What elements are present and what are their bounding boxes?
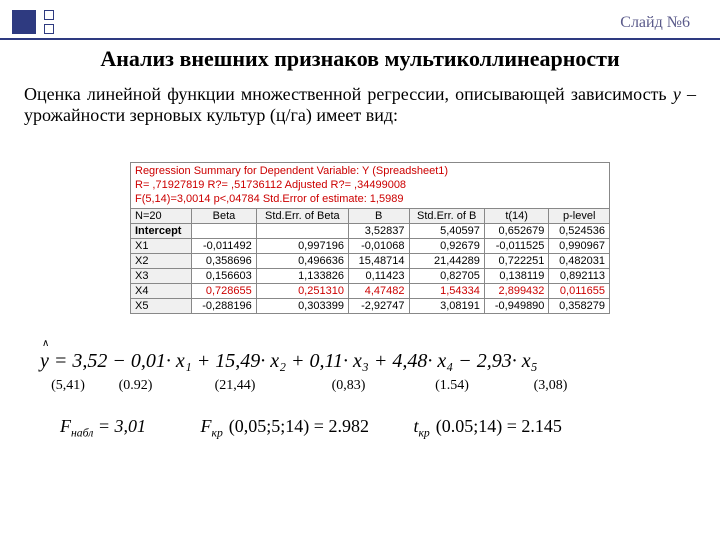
tkr-args: (0.05;14) bbox=[436, 416, 503, 436]
row-label: Intercept bbox=[131, 224, 192, 239]
intro-text: Оценка линейной функции множественной ре… bbox=[24, 84, 696, 126]
table-row: X5-0,2881960,303399-2,927473,08191-0,949… bbox=[131, 299, 610, 314]
reg-summary-l3: F(5,14)=3,0014 p<,04784 Std.Error of est… bbox=[135, 193, 605, 207]
n-label: N=20 bbox=[131, 209, 192, 224]
table-row: X40,7286550,2513104,474821,543342,899432… bbox=[131, 284, 610, 299]
corner-decoration bbox=[12, 10, 54, 38]
col-b: B bbox=[348, 209, 409, 224]
Fobs-sub: набл bbox=[71, 427, 93, 440]
row-label: X1 bbox=[131, 239, 192, 254]
table-row: X30,1566031,1338260,114230,827050,138119… bbox=[131, 269, 610, 284]
cell: 0,11423 bbox=[348, 269, 409, 284]
cell: 1,54334 bbox=[409, 284, 484, 299]
Fkr-label: F bbox=[200, 416, 211, 436]
cell: -0,011492 bbox=[192, 239, 257, 254]
row-label: X4 bbox=[131, 284, 192, 299]
cell: 5,40597 bbox=[409, 224, 484, 239]
cell: 3,08191 bbox=[409, 299, 484, 314]
cell: 0,892113 bbox=[549, 269, 610, 284]
row-label: X5 bbox=[131, 299, 192, 314]
F-obs: Fнабл = 3,01 bbox=[60, 416, 150, 436]
cell: 0,156603 bbox=[192, 269, 257, 284]
col-t: t(14) bbox=[484, 209, 549, 224]
Fobs-label: F bbox=[60, 416, 71, 436]
se-3: (0,83) bbox=[299, 378, 399, 394]
se-4: (1.54) bbox=[402, 378, 502, 394]
se-1: (0.92) bbox=[100, 378, 172, 394]
cell: 0,251310 bbox=[256, 284, 348, 299]
reg-summary-l2: R= ,71927819 R?= ,51736112 Adjusted R?= … bbox=[135, 179, 605, 193]
t-kr: tкр(0.05;14) = 2.145 bbox=[413, 416, 561, 436]
tkr-val: = 2.145 bbox=[502, 416, 562, 436]
cell: -2,92747 bbox=[348, 299, 409, 314]
cell: -0,01068 bbox=[348, 239, 409, 254]
Fkr-val: = 2.982 bbox=[309, 416, 369, 436]
cell bbox=[192, 224, 257, 239]
page-title: Анализ внешних признаков мультиколлинеар… bbox=[0, 46, 720, 72]
col-sebeta: Std.Err. of Beta bbox=[256, 209, 348, 224]
intro-y: y bbox=[673, 84, 681, 104]
slide-number: Слайд №6 bbox=[620, 14, 690, 32]
regression-box: Regression Summary for Dependent Variabl… bbox=[130, 162, 610, 314]
cell: -0,011525 bbox=[484, 239, 549, 254]
cell: -0,949890 bbox=[484, 299, 549, 314]
se-2: (21,44) bbox=[175, 378, 295, 394]
cell: 0,92679 bbox=[409, 239, 484, 254]
y-hat: y bbox=[40, 350, 49, 373]
header-rule bbox=[0, 38, 720, 40]
table-row: Intercept 3,528375,405970,6526790,524536 bbox=[131, 224, 610, 239]
col-seb: Std.Err. of B bbox=[409, 209, 484, 224]
std-errors-row: (5,41) (0.92) (21,44) (0,83) (1.54) (3,0… bbox=[40, 378, 596, 394]
cell: 0,722251 bbox=[484, 254, 549, 269]
col-p: p-level bbox=[549, 209, 610, 224]
cell: 0,997196 bbox=[256, 239, 348, 254]
intro-p1: Оценка линейной функции множественной ре… bbox=[24, 84, 673, 104]
cell: 15,48714 bbox=[348, 254, 409, 269]
table-row: X1-0,0114920,997196-0,010680,92679-0,011… bbox=[131, 239, 610, 254]
cell: 0,358696 bbox=[192, 254, 257, 269]
row-label: X2 bbox=[131, 254, 192, 269]
cell: 0,496636 bbox=[256, 254, 348, 269]
stats-row: Fнабл = 3,01 Fкр(0,05;5;14) = 2.982 tкр(… bbox=[60, 416, 562, 440]
tkr-sub: кр bbox=[418, 427, 429, 440]
se-0: (5,41) bbox=[40, 378, 96, 394]
equation-text: = 3,52 − 0,01· x₁ + 15,49· x₂ + 0,11· x₃… bbox=[49, 350, 538, 372]
cell: 0,482031 bbox=[549, 254, 610, 269]
Fobs-val: = 3,01 bbox=[93, 416, 146, 436]
se-5: (3,08) bbox=[506, 378, 596, 394]
Fkr-args: (0,05;5;14) bbox=[229, 416, 310, 436]
cell: 4,47482 bbox=[348, 284, 409, 299]
cell: 0,82705 bbox=[409, 269, 484, 284]
equation: y = 3,52 − 0,01· x₁ + 15,49· x₂ + 0,11· … bbox=[40, 350, 538, 373]
regression-table: N=20 Beta Std.Err. of Beta B Std.Err. of… bbox=[130, 208, 610, 314]
cell: -0,288196 bbox=[192, 299, 257, 314]
cell: 0,728655 bbox=[192, 284, 257, 299]
cell: 2,899432 bbox=[484, 284, 549, 299]
cell bbox=[256, 224, 348, 239]
cell: 1,133826 bbox=[256, 269, 348, 284]
cell: 0,652679 bbox=[484, 224, 549, 239]
cell: 21,44289 bbox=[409, 254, 484, 269]
reg-summary-l1: Regression Summary for Dependent Variabl… bbox=[135, 165, 605, 179]
table-row: X20,3586960,49663615,4871421,442890,7222… bbox=[131, 254, 610, 269]
row-label: X3 bbox=[131, 269, 192, 284]
cell: 0,990967 bbox=[549, 239, 610, 254]
cell: 3,52837 bbox=[348, 224, 409, 239]
regression-summary: Regression Summary for Dependent Variabl… bbox=[130, 162, 610, 208]
cell: 0,138119 bbox=[484, 269, 549, 284]
cell: 0,303399 bbox=[256, 299, 348, 314]
cell: 0,011655 bbox=[549, 284, 610, 299]
cell: 0,524536 bbox=[549, 224, 610, 239]
F-kr: Fкр(0,05;5;14) = 2.982 bbox=[200, 416, 373, 436]
Fkr-sub: кр bbox=[211, 427, 222, 440]
col-beta: Beta bbox=[192, 209, 257, 224]
cell: 0,358279 bbox=[549, 299, 610, 314]
